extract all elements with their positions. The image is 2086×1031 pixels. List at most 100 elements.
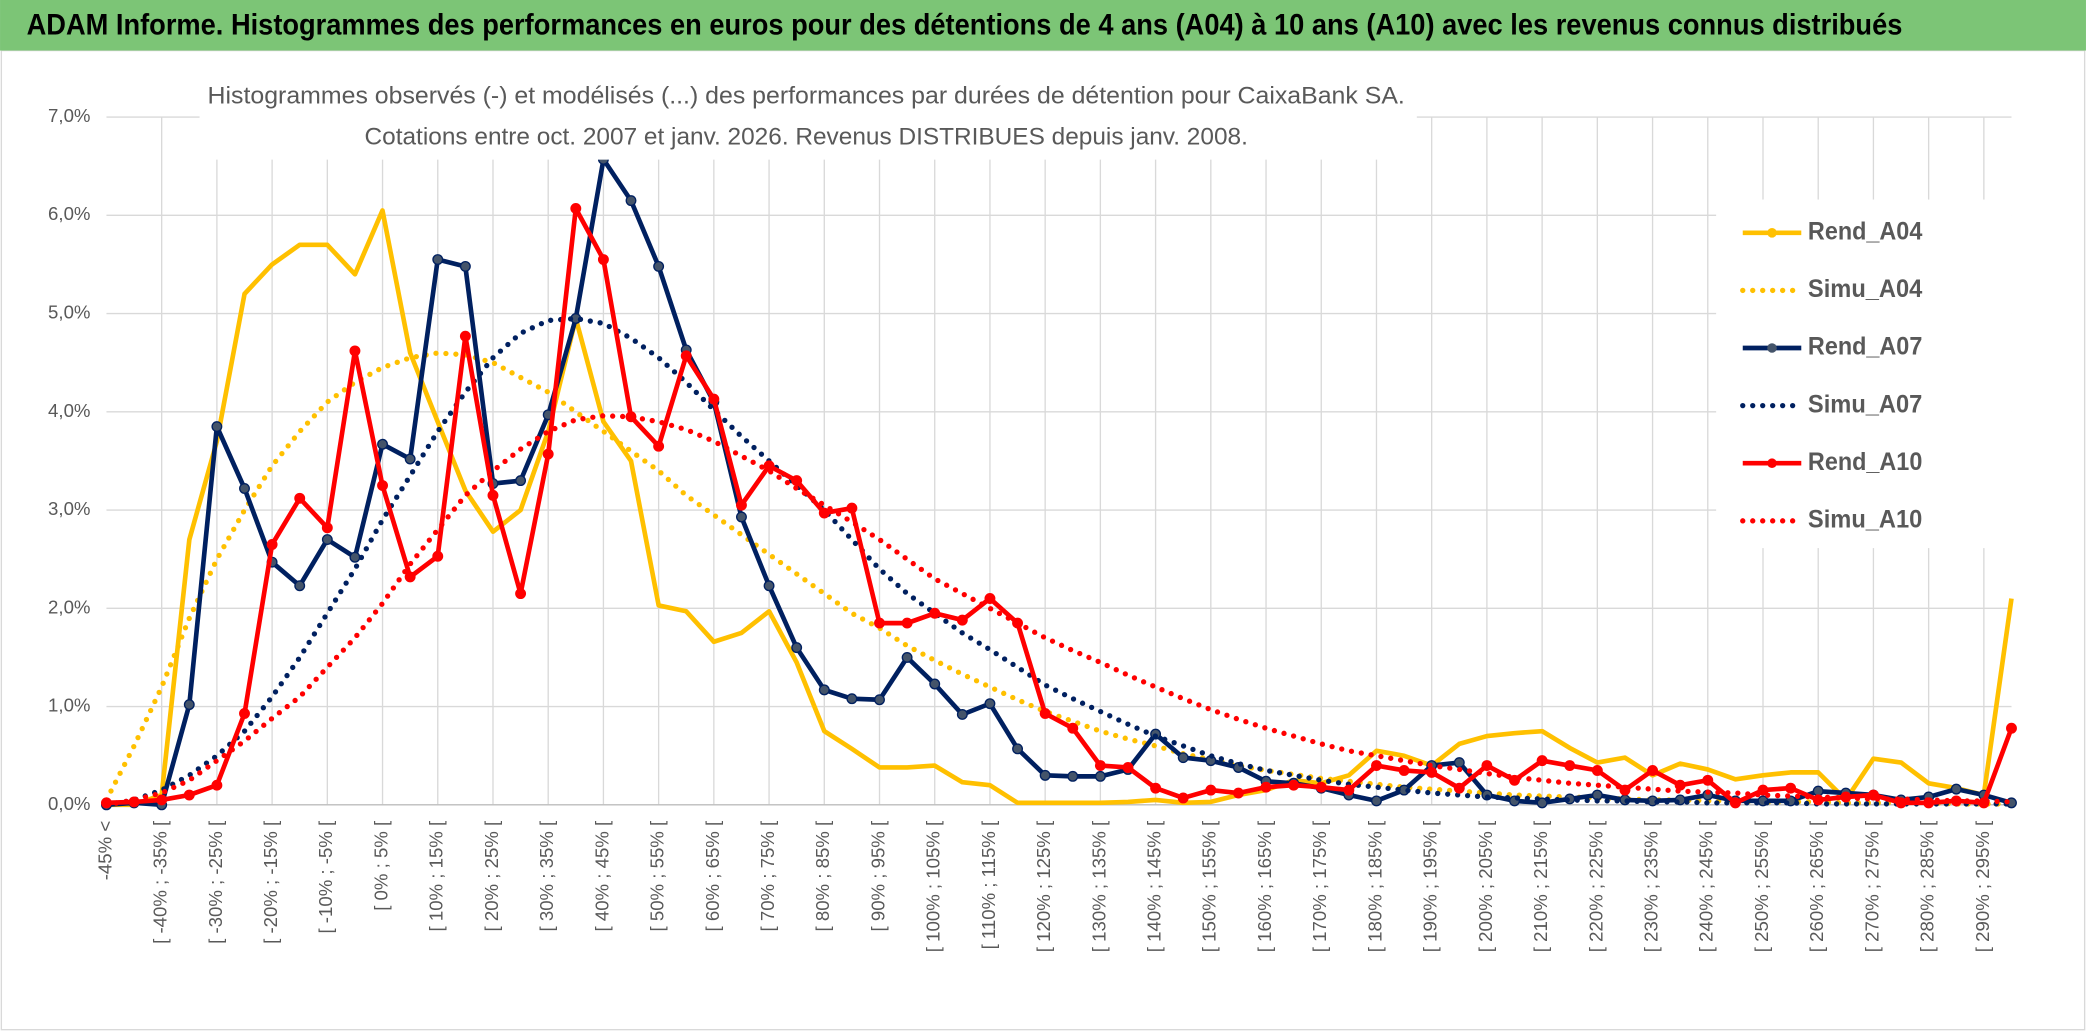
marker (1067, 770, 1079, 782)
marker (597, 254, 609, 265)
marker (1371, 760, 1382, 771)
x-tick-label: [ -40% ; -35% [ (150, 820, 171, 944)
x-tick-label: [ -30% ; -25% [ (205, 820, 226, 944)
marker (377, 480, 388, 491)
marker (404, 571, 416, 583)
y-tick-label: 2,0% (48, 596, 90, 617)
x-tick-label: [ -20% ; -15% [ (260, 820, 281, 944)
y-tick-label: 0,0% (48, 793, 90, 814)
marker (1150, 782, 1162, 794)
marker (984, 593, 996, 604)
marker (1453, 757, 1465, 769)
marker (570, 202, 582, 214)
legend-label: Simu_A07 (1808, 390, 1922, 418)
x-tick-label: [ -10% ; -5% [ (315, 820, 336, 934)
x-tick-label: [ 230% ; 235% [ (1640, 820, 1661, 952)
marker (901, 617, 913, 629)
marker (239, 708, 250, 719)
marker (1398, 765, 1410, 776)
marker (680, 350, 692, 362)
marker (349, 345, 361, 357)
x-tick-label: [ 100% ; 105% [ (923, 820, 944, 952)
x-tick-label: [ 10% ; 15% [ (426, 820, 447, 932)
x-tick-label: [ 60% ; 65% [ (702, 820, 723, 932)
x-tick-label: [ 130% ; 135% [ (1088, 820, 1109, 952)
marker (1426, 766, 1438, 778)
marker (349, 551, 361, 563)
x-tick-label: [ 210% ; 215% [ (1530, 820, 1551, 952)
marker (1647, 765, 1659, 776)
marker (1453, 782, 1465, 794)
marker (1012, 743, 1024, 755)
marker (1371, 795, 1382, 807)
marker (874, 694, 885, 706)
marker (2006, 722, 2017, 734)
marker (929, 678, 941, 690)
x-tick-label: [ 90% ; 95% [ (867, 820, 888, 932)
marker (1702, 774, 1714, 786)
marker (432, 550, 444, 562)
marker (156, 794, 168, 806)
marker (404, 453, 416, 465)
marker (1177, 752, 1189, 764)
x-tick-label: [ 250% ; 255% [ (1751, 820, 1772, 952)
subtitle-box (199, 77, 1417, 160)
y-tick-label: 5,0% (48, 301, 90, 322)
x-tick-label: [ 20% ; 25% [ (481, 820, 502, 932)
x-tick-label: [ 30% ; 35% [ (536, 820, 557, 932)
marker (846, 693, 858, 705)
marker (1094, 760, 1106, 771)
legend-box (1716, 199, 2012, 549)
marker (515, 588, 527, 600)
marker (1205, 784, 1217, 796)
marker (846, 502, 858, 514)
marker (1288, 779, 1300, 791)
x-tick-label: [ 240% ; 245% [ (1696, 820, 1717, 952)
header-bar (0, 0, 2086, 51)
marker (321, 522, 333, 534)
marker (321, 534, 333, 546)
x-tick-label: [ 80% ; 85% [ (812, 820, 833, 932)
marker (653, 260, 665, 272)
x-tick-label: [ 270% ; 275% [ (1861, 820, 1882, 952)
marker (266, 539, 278, 550)
x-tick-label: [ 200% ; 205% [ (1475, 820, 1496, 952)
marker (1067, 722, 1079, 734)
marker (791, 475, 803, 487)
legend: Rend_A04 Simu_A04 Rend_A07 Simu_A07 Rend_A10… (1740, 217, 1922, 533)
legend-label: Simu_A04 (1808, 275, 1922, 303)
marker (653, 440, 665, 452)
observed-line (106, 157, 2013, 808)
marker (763, 580, 775, 592)
x-tick-label: [ 180% ; 185% [ (1364, 820, 1385, 952)
marker (487, 489, 499, 501)
x-tick-label: [ 110% ; 115% [ (978, 820, 999, 949)
y-tick-label: 7,0% (48, 105, 90, 126)
y-tick-label: 6,0% (48, 203, 90, 224)
observed-line (106, 208, 2014, 808)
subtitle: Cotations entre oct. 2007 et janv. 2026.… (365, 124, 1248, 151)
x-tick-label: [ 40% ; 45% [ (591, 820, 612, 932)
marker (929, 607, 941, 619)
x-tick-label: [ 150% ; 155% [ (1199, 820, 1220, 952)
marker (459, 260, 471, 272)
marker (984, 698, 996, 710)
marker (1177, 792, 1189, 804)
marker (1950, 783, 1962, 795)
marker (763, 460, 775, 472)
legend-label: Rend_A04 (1808, 217, 1922, 245)
marker (1674, 779, 1686, 791)
y-tick-label: 1,0% (48, 695, 90, 716)
marker (515, 475, 527, 487)
x-tick-label: [ 170% ; 175% [ (1309, 820, 1330, 952)
marker (791, 642, 803, 654)
marker (211, 779, 223, 791)
marker (708, 393, 720, 405)
marker (956, 708, 968, 720)
x-tick-label: [ 190% ; 195% [ (1420, 820, 1441, 952)
x-tick-label: [ 140% ; 145% [ (1144, 820, 1165, 952)
model-line (103, 315, 2015, 808)
legend-marker (1767, 458, 1777, 469)
